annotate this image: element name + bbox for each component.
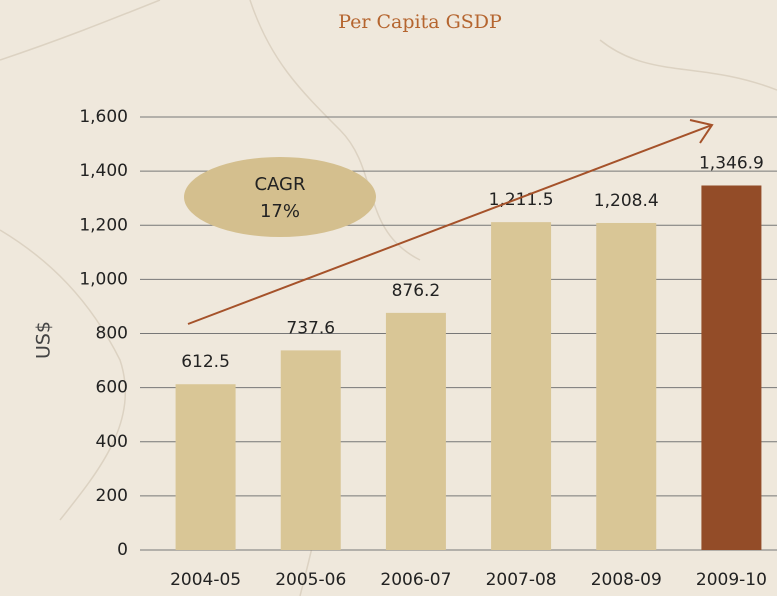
x-tick-label: 2004-05 xyxy=(170,570,241,590)
data-label: 1,211.5 xyxy=(489,190,554,210)
y-tick-label: 1,000 xyxy=(79,269,128,289)
x-tick-label: 2009-10 xyxy=(696,570,767,590)
y-tick-label: 800 xyxy=(96,324,128,344)
y-tick-label: 0 xyxy=(117,540,128,560)
arrow-head xyxy=(689,119,714,144)
bar xyxy=(596,222,657,550)
y-tick-label: 1,600 xyxy=(79,107,128,127)
y-tick-label: 600 xyxy=(96,378,128,398)
x-tick-label: 2007-08 xyxy=(486,570,557,590)
x-tick-label: 2008-09 xyxy=(591,570,662,590)
x-tick-label: 2006-07 xyxy=(380,570,451,590)
data-label: 876.2 xyxy=(392,281,441,301)
bar xyxy=(385,312,446,550)
bar xyxy=(280,350,341,550)
y-axis-label: US$ xyxy=(33,321,55,359)
annotation: CAGR xyxy=(254,174,305,195)
data-label: 1,346.9 xyxy=(699,153,764,173)
y-tick-label: 1,200 xyxy=(79,215,128,235)
data-label: 737.6 xyxy=(286,318,335,338)
annotation: 17% xyxy=(260,201,300,222)
y-tick-label: 1,400 xyxy=(79,161,128,181)
bar xyxy=(175,384,236,550)
data-label: 1,208.4 xyxy=(594,191,659,211)
trend-arrow xyxy=(187,124,713,325)
x-tick-label: 2005-06 xyxy=(275,570,346,590)
data-label: 612.5 xyxy=(181,352,230,372)
cagr-bubble xyxy=(184,157,376,237)
bar xyxy=(491,222,552,550)
chart-title: Per Capita GSDP xyxy=(338,11,502,33)
bar xyxy=(701,185,762,551)
y-tick-label: 400 xyxy=(96,432,128,452)
y-tick-label: 200 xyxy=(96,486,128,506)
